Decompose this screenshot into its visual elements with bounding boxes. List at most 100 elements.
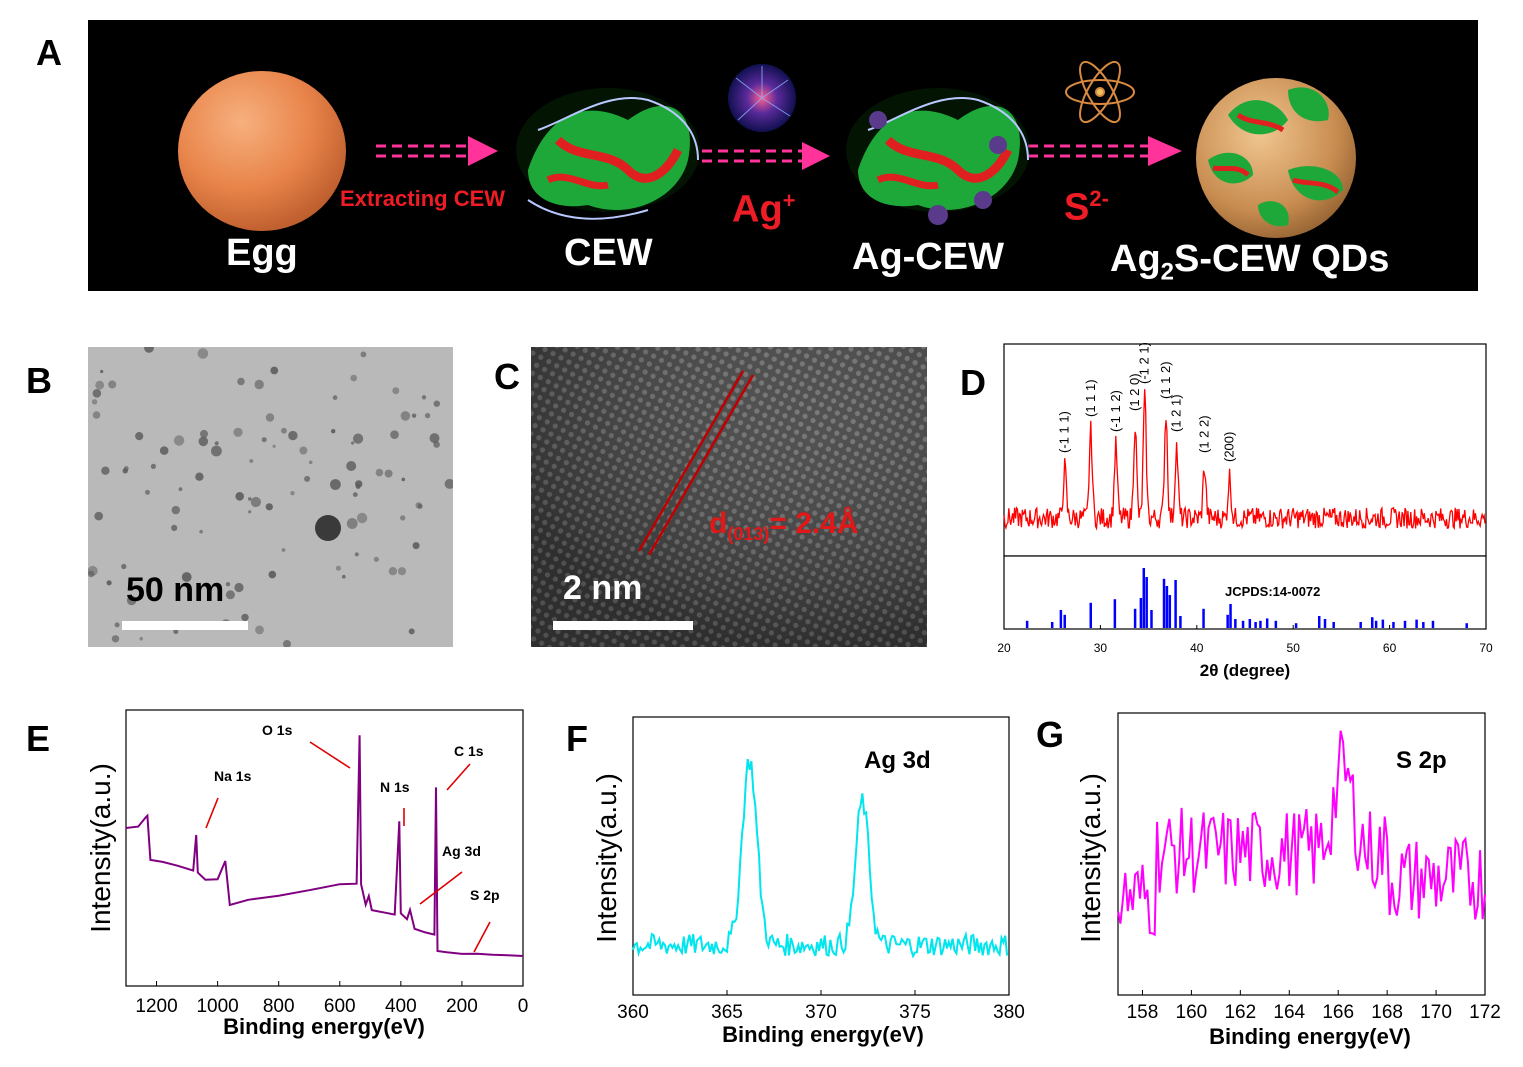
nanoparticle xyxy=(444,478,453,489)
survey-plot-frame xyxy=(125,709,524,987)
nanoparticle xyxy=(197,348,209,359)
nanoparticle xyxy=(159,446,169,455)
nanoparticle xyxy=(195,472,204,481)
nanoparticle xyxy=(390,430,399,439)
nanoparticle xyxy=(353,433,364,444)
nanoparticle xyxy=(88,565,98,576)
reference-plot-frame xyxy=(1003,555,1487,630)
nanoparticle xyxy=(346,518,358,529)
egg-image xyxy=(178,71,346,231)
nanoparticle xyxy=(433,400,440,407)
panel-label-b: B xyxy=(26,360,52,401)
ag3d-y-axis-label: Intensity(a.u.) xyxy=(591,773,622,943)
survey-tick-label: 1200 xyxy=(135,996,177,1017)
protein-ag-cew-image xyxy=(846,88,1030,225)
nanoparticle xyxy=(401,477,406,482)
cew-label: CEW xyxy=(564,232,653,274)
lattice-fringe-line-1 xyxy=(637,370,745,552)
ag3d-title: Ag 3d xyxy=(864,747,931,774)
ag3d-series-line xyxy=(632,758,1009,959)
peak-label: (-1 2 1) xyxy=(1137,342,1152,384)
survey-annotation: S 2p xyxy=(470,887,500,903)
ag3d-x-axis-label: Binding energy(eV) xyxy=(722,1022,924,1047)
ag-ion-label: Ag+ xyxy=(732,188,796,231)
nanoparticle xyxy=(237,377,245,386)
nanoparticle xyxy=(356,512,368,524)
arrow-3 xyxy=(1028,144,1148,158)
xrd-tick-label: 30 xyxy=(1094,641,1108,655)
nanoparticle xyxy=(384,469,393,478)
ag3d-chart: 360 365 370 375 380 Ag 3d Binding energy(eV)… xyxy=(591,716,1025,1047)
peak-label: (1 1 2) xyxy=(1158,361,1173,399)
sulfide-ion-label: S2- xyxy=(1064,186,1109,229)
nanoparticle xyxy=(304,475,311,482)
panel-label-a: A xyxy=(36,32,62,73)
nanoparticle xyxy=(106,580,112,586)
nanoparticle xyxy=(392,387,400,395)
nanoparticle xyxy=(412,542,420,550)
nanoparticle xyxy=(388,567,398,576)
hrtem-image: d(013)= 2.4Å 2 nm xyxy=(531,347,927,647)
synthesis-schematic: Egg Extracting CEW CEW Ag+ Ag-CEW S2- Ag… xyxy=(88,20,1478,291)
extracting-label: Extracting CEW xyxy=(340,186,506,211)
protein-cew-image xyxy=(516,88,700,220)
panel-label-g: G xyxy=(1036,714,1065,755)
nanoparticle xyxy=(332,395,338,400)
nanoparticle xyxy=(335,565,341,571)
survey-annotation: O 1s xyxy=(262,722,293,738)
s2p-chart: 158 160 162 164 166 168 170 172 S 2p Binding en… xyxy=(1075,712,1501,1049)
survey-tick-label: 1000 xyxy=(196,996,238,1017)
tem-scale-bar xyxy=(122,621,248,630)
xrd-tick-label: 60 xyxy=(1383,641,1397,655)
ag2s-cew-qds-label: Ag2S-CEW QDs xyxy=(1110,238,1390,286)
nanoparticle xyxy=(272,444,276,448)
s2p-title: S 2p xyxy=(1396,747,1447,774)
ag3d-tick-label: 375 xyxy=(899,1002,931,1023)
nanoparticle xyxy=(181,572,192,582)
nanoparticle xyxy=(200,429,208,438)
survey-series-line xyxy=(125,735,524,957)
ag3d-tick-label: 360 xyxy=(617,1002,649,1023)
nanoparticle xyxy=(171,505,180,515)
peak-label: (1 2 2) xyxy=(1197,415,1212,453)
peak-label: (-1 1 1) xyxy=(1057,411,1072,453)
survey-annotation: Na 1s xyxy=(214,768,252,784)
nanoparticle xyxy=(214,441,219,446)
nanoparticle xyxy=(268,570,277,579)
xrd-tick-label: 70 xyxy=(1479,641,1493,655)
nanoparticle xyxy=(355,484,361,489)
s2p-x-axis-label: Binding energy(eV) xyxy=(1209,1024,1411,1049)
nanoparticle xyxy=(375,468,384,477)
survey-annotation: Ag 3d xyxy=(442,843,481,859)
nanoparticle xyxy=(122,468,128,474)
nanoparticle xyxy=(265,503,273,511)
nanoparticle xyxy=(346,461,357,471)
nanoparticle xyxy=(135,432,144,441)
s2p-tick-label: 164 xyxy=(1273,1002,1305,1023)
nanoparticle xyxy=(397,567,407,576)
nanoparticle xyxy=(249,459,254,463)
xrd-tick-label: 40 xyxy=(1190,641,1204,655)
xrd-x-axis-label: 2θ (degree) xyxy=(1200,661,1290,680)
nanoparticle xyxy=(421,395,427,400)
survey-y-axis-label: Intensity(a.u.) xyxy=(85,763,116,933)
nanoparticle xyxy=(288,430,298,441)
nanoparticle xyxy=(139,636,143,641)
nanoparticle xyxy=(354,552,359,557)
nanoparticle xyxy=(373,556,379,562)
nanoparticle xyxy=(400,411,411,421)
reference-label: JCPDS:14-0072 xyxy=(1225,584,1320,599)
egg-label: Egg xyxy=(226,232,298,274)
tem-image: 50 nm xyxy=(88,347,453,647)
nanoparticle xyxy=(281,427,287,434)
nanoparticle xyxy=(270,366,279,375)
survey-tick-label: 400 xyxy=(385,996,417,1017)
nanoparticle xyxy=(173,629,179,635)
nanoparticle xyxy=(150,463,156,469)
nanoparticle xyxy=(121,563,127,570)
nanoparticle xyxy=(352,492,358,497)
survey-annotation: N 1s xyxy=(380,779,410,795)
s2p-series-line xyxy=(1117,730,1486,937)
panel-label-f: F xyxy=(566,718,588,759)
nanoparticle xyxy=(178,487,183,492)
